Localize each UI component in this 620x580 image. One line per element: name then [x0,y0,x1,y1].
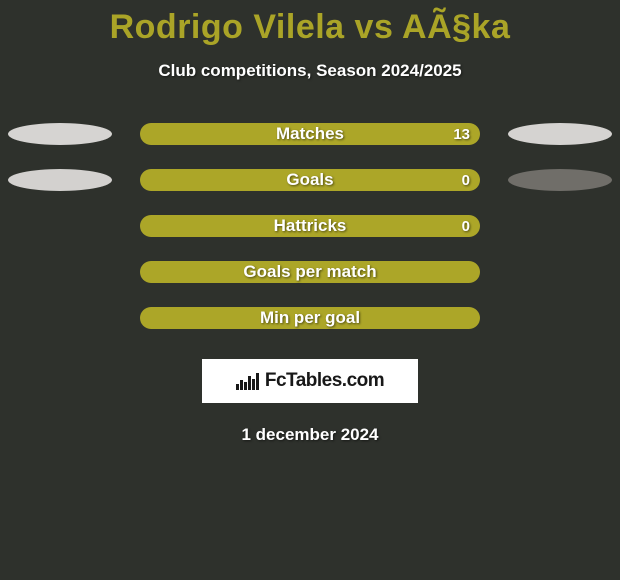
date-text: 1 december 2024 [0,425,620,445]
logo-bars-icon [236,373,259,390]
right-ellipse [508,169,612,191]
stat-row: Goals 0 [0,169,620,191]
stat-label: Goals [286,170,333,190]
stat-row: Matches 13 [0,123,620,145]
stat-bar: Hattricks 0 [140,215,480,237]
stat-label: Matches [276,124,344,144]
stat-bar: Goals 0 [140,169,480,191]
stat-row: Goals per match [0,261,620,283]
subtitle: Club competitions, Season 2024/2025 [0,61,620,81]
stat-rows: Matches 13 Goals 0 Hattricks 0 Goals per match… [0,123,620,329]
stat-value: 0 [462,169,470,191]
stat-label: Hattricks [274,216,347,236]
logo-text: FcTables.com [265,370,384,392]
left-ellipse [8,123,112,145]
left-ellipse [8,169,112,191]
infographic-container: Rodrigo Vilela vs AÃ§ka Club competition… [0,0,620,445]
stat-bar: Goals per match [140,261,480,283]
stat-row: Hattricks 0 [0,215,620,237]
stat-value: 0 [462,215,470,237]
stat-bar: Min per goal [140,307,480,329]
stat-value: 13 [453,123,470,145]
stat-row: Min per goal [0,307,620,329]
stat-bar: Matches 13 [140,123,480,145]
stat-label: Goals per match [243,262,376,282]
right-ellipse [508,123,612,145]
page-title: Rodrigo Vilela vs AÃ§ka [0,8,620,47]
logo-box: FcTables.com [202,359,418,403]
stat-label: Min per goal [260,308,360,328]
